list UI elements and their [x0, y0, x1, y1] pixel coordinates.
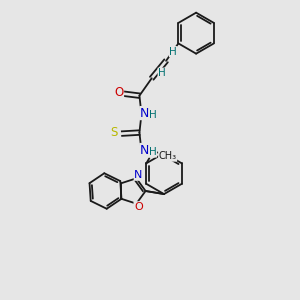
Text: H: H: [169, 46, 177, 57]
Text: N: N: [134, 170, 142, 180]
Text: H: H: [149, 110, 157, 120]
Text: CH₃: CH₃: [159, 151, 177, 161]
Text: S: S: [110, 126, 118, 139]
Text: N: N: [140, 106, 149, 120]
Text: H: H: [149, 147, 157, 157]
Text: O: O: [134, 202, 143, 212]
Text: N: N: [140, 143, 149, 157]
Text: O: O: [114, 86, 124, 99]
Text: H: H: [158, 68, 166, 78]
